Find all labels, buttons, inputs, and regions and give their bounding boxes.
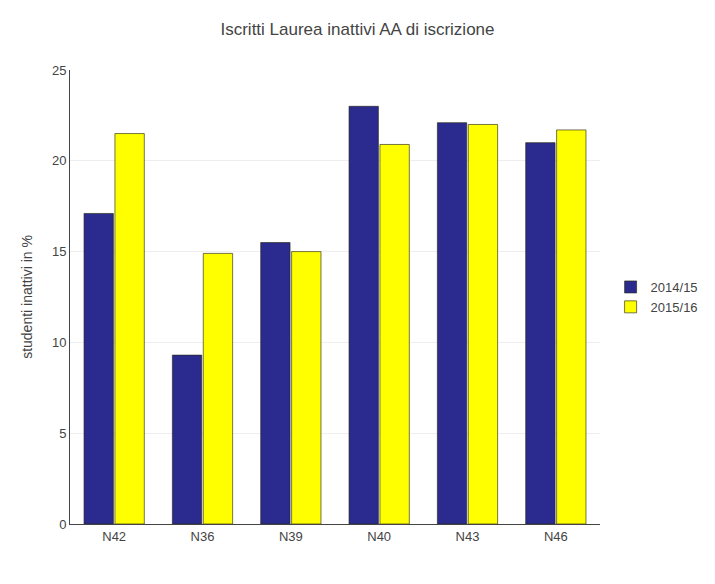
svg-text:N42: N42	[102, 529, 126, 544]
svg-text:studenti inattivi in %: studenti inattivi in %	[19, 235, 35, 359]
svg-text:N43: N43	[456, 529, 480, 544]
svg-text:N40: N40	[367, 529, 391, 544]
svg-text:25: 25	[52, 63, 66, 78]
svg-text:15: 15	[52, 244, 66, 259]
svg-text:10: 10	[52, 335, 66, 350]
svg-text:N36: N36	[191, 529, 215, 544]
svg-text:Iscritti Laurea inattivi AA di: Iscritti Laurea inattivi AA di iscrizion…	[220, 20, 494, 39]
svg-text:N39: N39	[279, 529, 303, 544]
svg-text:0: 0	[59, 517, 66, 532]
svg-text:N46: N46	[544, 529, 568, 544]
svg-text:2015/16: 2015/16	[651, 300, 698, 315]
svg-text:20: 20	[52, 153, 66, 168]
svg-text:5: 5	[59, 426, 66, 441]
svg-text:2014/15: 2014/15	[651, 280, 698, 295]
